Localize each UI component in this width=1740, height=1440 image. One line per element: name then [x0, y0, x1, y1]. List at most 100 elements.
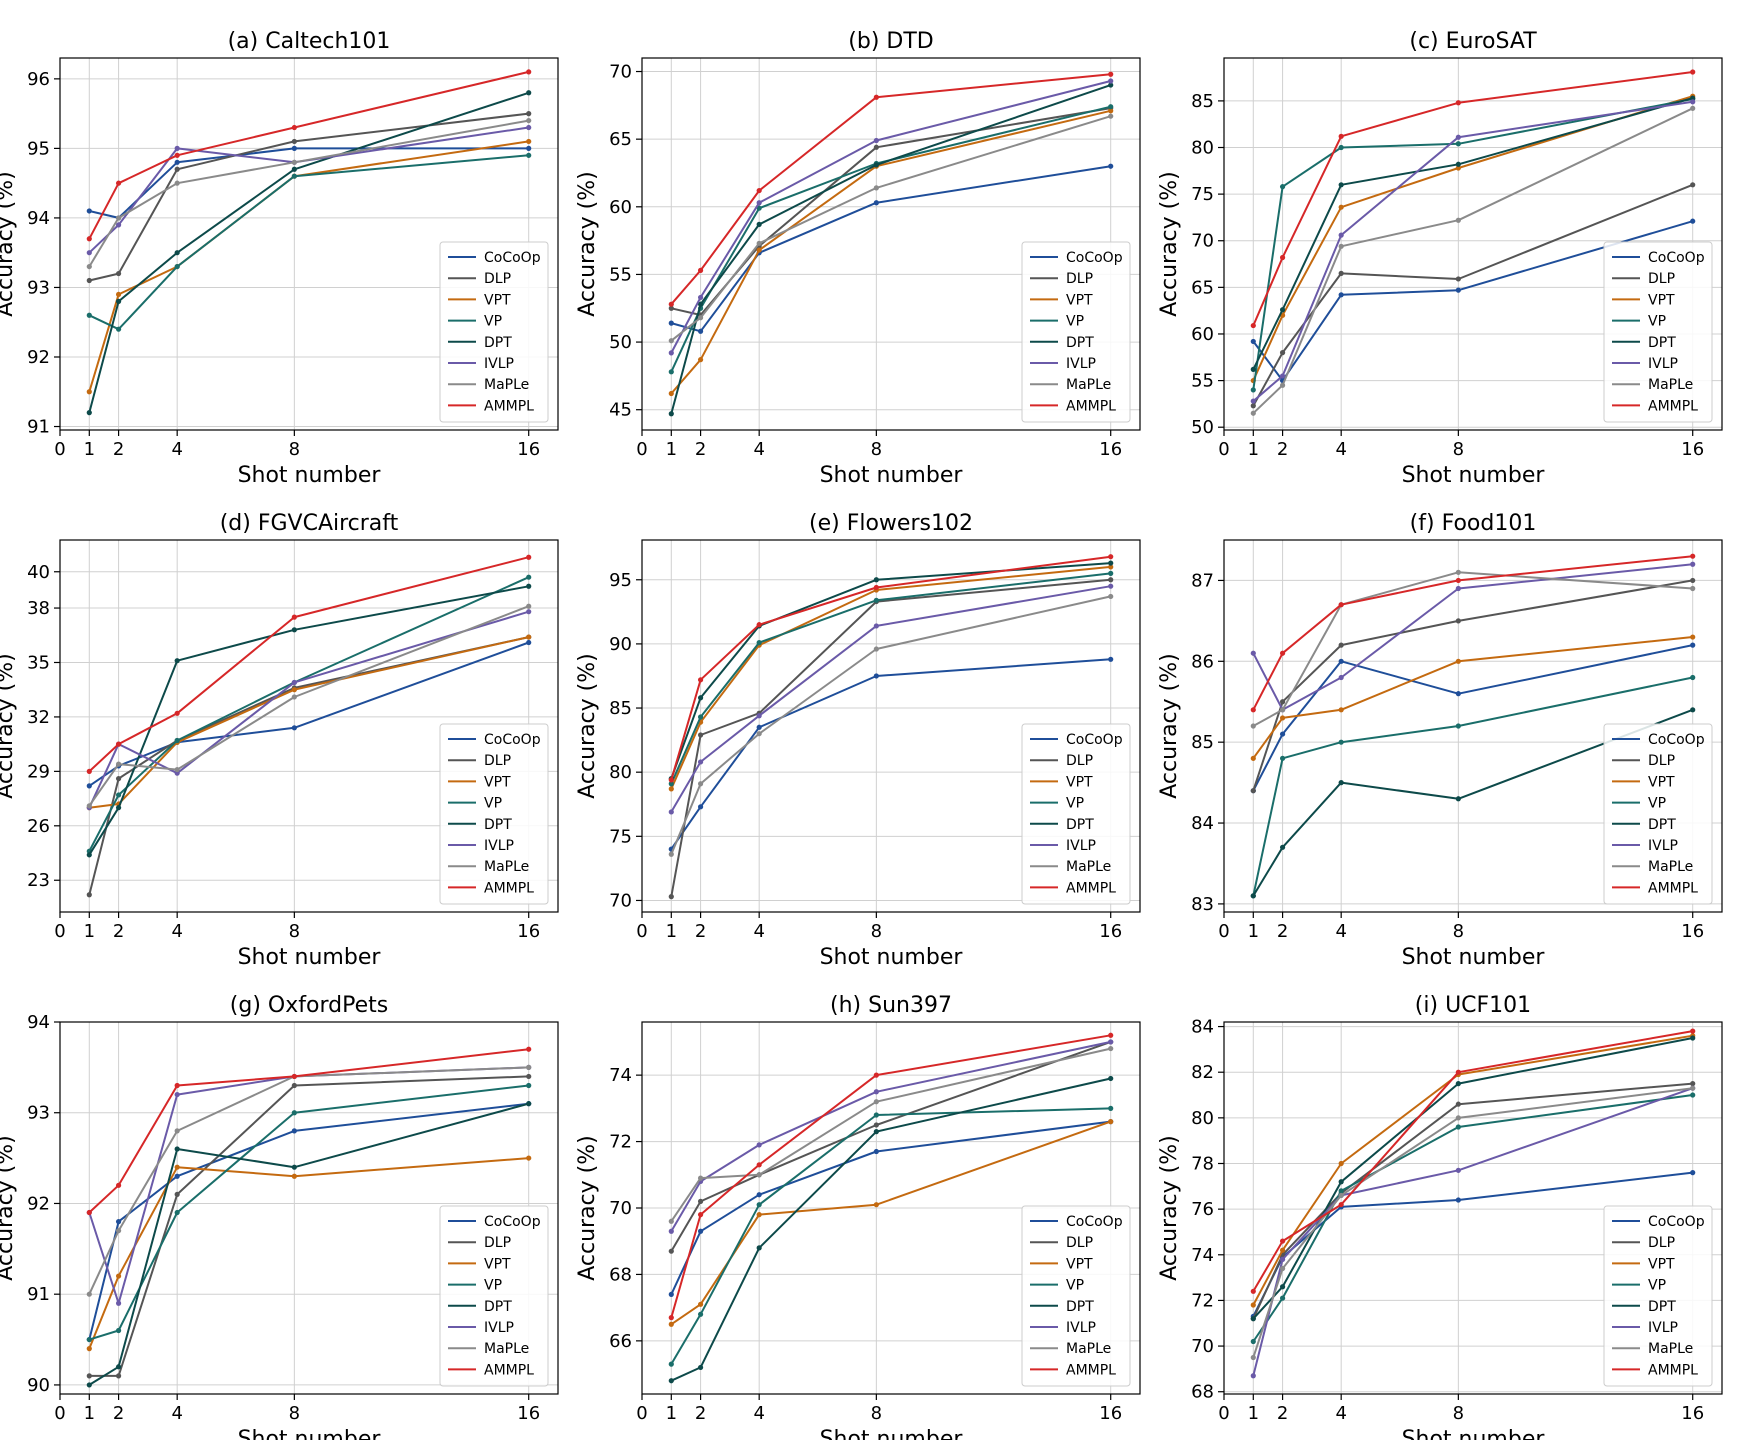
y-tick-label: 84 — [1191, 813, 1214, 834]
y-tick-label: 93 — [27, 277, 50, 298]
x-axis-label: Shot number — [820, 945, 964, 970]
data-point-cocoop — [1279, 731, 1286, 737]
data-point-ammpl — [1455, 577, 1461, 584]
data-point-maple — [1455, 1115, 1461, 1121]
chart-title: (h) Sun397 — [830, 993, 952, 1018]
data-point-cocoop — [1690, 218, 1696, 224]
legend-label: IVLP — [484, 356, 514, 372]
data-point-maple — [174, 180, 180, 186]
x-tick-label: 16 — [517, 921, 540, 942]
x-tick-label: 0 — [1218, 439, 1229, 460]
data-point-maple — [756, 240, 762, 246]
data-point-ammpl — [291, 614, 297, 620]
data-point-ammpl — [1690, 69, 1696, 75]
data-point-cocoop — [1108, 656, 1114, 662]
data-point-ivlp — [526, 124, 532, 131]
data-point-cocoop — [1455, 691, 1461, 697]
data-point-ammpl — [756, 187, 762, 194]
legend-label: MaPLe — [1648, 377, 1693, 393]
x-tick-label: 4 — [1335, 1403, 1346, 1424]
y-tick-label: 70 — [1191, 1336, 1214, 1357]
y-axis-label: Accuracy (%) — [575, 653, 600, 799]
data-point-ivlp — [1455, 134, 1461, 140]
data-point-maple — [1279, 1265, 1286, 1272]
data-point-ammpl — [1455, 100, 1461, 106]
legend-label: MaPLe — [484, 859, 529, 875]
data-point-vp — [873, 1112, 879, 1118]
data-point-cocoop — [526, 639, 532, 646]
data-point-dlp — [668, 1248, 674, 1254]
y-tick-label: 93 — [27, 1103, 50, 1124]
data-point-dpt — [873, 577, 879, 583]
legend-label: DLP — [1648, 753, 1675, 769]
data-point-vpt — [1250, 1302, 1256, 1308]
series-line-ammpl — [88, 1048, 529, 1214]
legend-label: DPT — [1066, 817, 1094, 833]
data-point-ammpl — [1250, 1288, 1256, 1294]
y-tick-label: 84 — [1191, 1017, 1214, 1038]
y-tick-label: 66 — [609, 1331, 632, 1352]
legend-label: IVLP — [1648, 1320, 1678, 1336]
data-point-dpt — [1455, 1081, 1461, 1087]
y-tick-label: 91 — [27, 417, 50, 438]
legend-label: IVLP — [1648, 356, 1678, 372]
y-tick-label: 75 — [609, 826, 632, 847]
data-point-ammpl — [174, 710, 180, 716]
data-point-vpt — [756, 247, 762, 253]
data-point-cocoop — [115, 1219, 122, 1225]
legend-label: IVLP — [1648, 838, 1678, 854]
y-tick-label: 68 — [1191, 1382, 1214, 1403]
x-tick-label: 8 — [1453, 1403, 1464, 1424]
data-point-vpt — [668, 786, 674, 792]
x-tick-label: 16 — [1099, 1403, 1122, 1424]
y-tick-label: 70 — [1191, 231, 1214, 252]
chart-title: (a) Caltech101 — [228, 29, 391, 54]
data-point-ammpl — [697, 677, 704, 683]
x-tick-label: 1 — [84, 921, 95, 942]
chart-title: (i) UCF101 — [1415, 993, 1531, 1018]
data-point-vp — [756, 205, 762, 211]
y-axis-label: Accuracy (%) — [1157, 171, 1182, 317]
legend-label: CoCoOp — [484, 1214, 541, 1230]
data-point-ammpl — [1338, 602, 1344, 608]
data-point-dpt — [86, 1382, 92, 1388]
legend-label: VPT — [1648, 1256, 1675, 1272]
legend: CoCoOp DLP VPT VP DPT IVLP MaPLe AMMPL — [1021, 1205, 1131, 1387]
legend-label: IVLP — [484, 1320, 514, 1336]
data-point-vp — [291, 173, 297, 179]
data-point-ammpl — [86, 1209, 92, 1216]
y-tick-label: 94 — [27, 1012, 50, 1033]
data-point-maple — [668, 851, 674, 857]
data-point-vp — [115, 326, 122, 332]
y-tick-label: 50 — [1191, 417, 1214, 438]
data-point-ammpl — [1250, 707, 1256, 713]
data-point-maple — [873, 646, 879, 652]
data-point-ivlp — [756, 1142, 762, 1148]
x-axis-label: Shot number — [238, 945, 382, 970]
data-point-maple — [668, 338, 674, 344]
data-point-maple — [1250, 1354, 1256, 1361]
data-point-cocoop — [174, 1173, 180, 1179]
data-point-cocoop — [697, 328, 704, 334]
data-point-maple — [1455, 217, 1461, 223]
legend-label: AMMPL — [484, 398, 534, 414]
data-point-vp — [1690, 674, 1696, 681]
data-point-vpt — [756, 1212, 762, 1218]
data-point-dpt — [1338, 780, 1344, 786]
data-point-ammpl — [756, 1162, 762, 1168]
data-point-cocoop — [291, 1128, 297, 1134]
legend-label: MaPLe — [484, 377, 529, 393]
data-point-dlp — [873, 144, 879, 150]
x-tick-label: 1 — [1248, 439, 1259, 460]
legend-label: IVLP — [484, 838, 514, 854]
data-point-vpt — [174, 1164, 180, 1170]
data-point-vpt — [86, 1346, 92, 1352]
data-point-cocoop — [697, 1228, 704, 1234]
data-point-ivlp — [526, 609, 532, 615]
subplot: 0 1 2 4 8 16 66 68 70 72 74 (h) Sun397 Shot number Ac… — [575, 993, 1141, 1440]
data-point-dlp — [1250, 788, 1256, 794]
legend-label: DPT — [484, 1299, 512, 1315]
data-point-maple — [668, 1218, 674, 1224]
data-point-ivlp — [1250, 650, 1256, 656]
data-point-ammpl — [291, 1073, 297, 1080]
